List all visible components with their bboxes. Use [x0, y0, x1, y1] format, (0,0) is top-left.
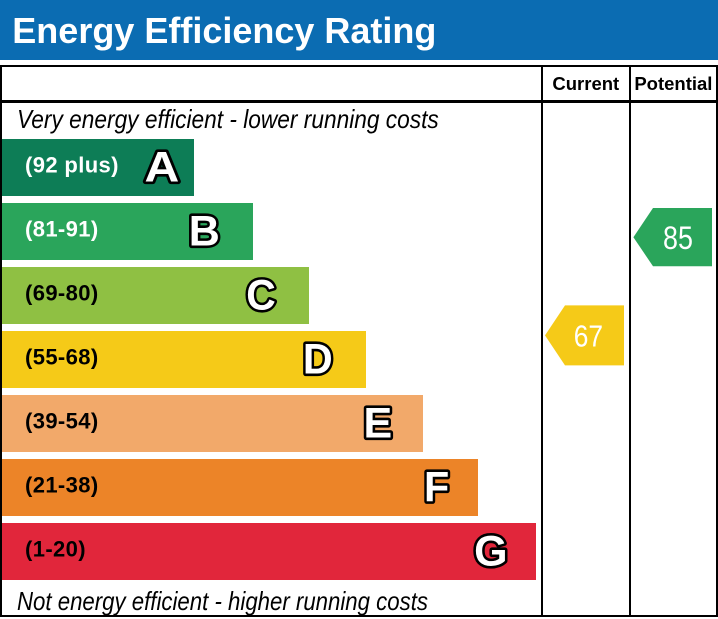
svg-text:85: 85: [663, 221, 693, 257]
svg-text:D: D: [303, 335, 333, 383]
svg-text:B: B: [189, 208, 220, 256]
svg-text:A: A: [145, 143, 180, 191]
svg-text:E: E: [364, 400, 393, 448]
svg-text:C: C: [246, 271, 275, 319]
svg-text:67: 67: [574, 320, 603, 354]
svg-text:F: F: [424, 463, 449, 511]
svg-text:G: G: [474, 528, 507, 576]
